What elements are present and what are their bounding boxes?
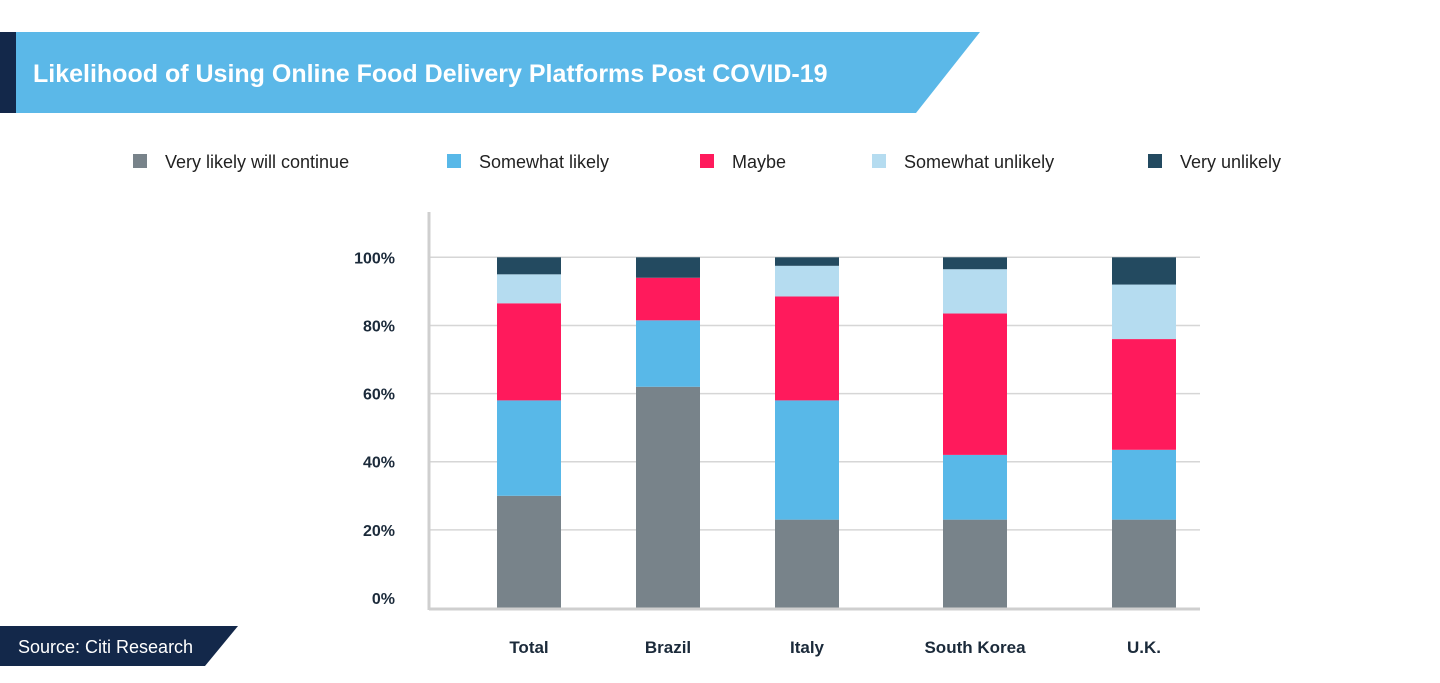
bar-segment [775, 265, 839, 297]
legend-swatch [447, 154, 461, 168]
bar-segment [497, 495, 561, 609]
legend-label: Very unlikely [1180, 152, 1281, 172]
legend-label: Somewhat unlikely [904, 152, 1054, 172]
legend-label: Very likely will continue [165, 152, 349, 172]
legend-swatch [1148, 154, 1162, 168]
bar-segment [943, 313, 1007, 455]
y-tick-label: 100% [354, 250, 395, 267]
bar-segment [636, 257, 700, 278]
bar-segment [943, 269, 1007, 314]
legend-label: Somewhat likely [479, 152, 609, 172]
bar-segment [1112, 339, 1176, 450]
bar-segment [775, 296, 839, 401]
y-tick-label: 20% [363, 523, 395, 540]
bar-segment [497, 274, 561, 304]
chart-title: Likelihood of Using Online Food Delivery… [33, 60, 828, 88]
bar-segment [1112, 284, 1176, 340]
bar-segment [943, 454, 1007, 520]
bar-segment [497, 303, 561, 401]
legend: Very likely will continue Somewhat likely… [133, 152, 1281, 172]
x-tick-label: Italy [790, 638, 825, 657]
title-banner-accent [0, 32, 16, 113]
bars [497, 257, 1176, 609]
x-tick-label: Brazil [645, 638, 691, 657]
legend-swatch [700, 154, 714, 168]
bar-segment [775, 257, 839, 266]
x-tick-label: South Korea [924, 638, 1026, 657]
bar-segment [636, 320, 700, 387]
source-note: Source: Citi Research [18, 637, 193, 657]
legend-label: Maybe [732, 152, 786, 172]
bar-segment [775, 519, 839, 609]
bar-segment [497, 400, 561, 496]
bar-segment [636, 277, 700, 321]
bar-segment [943, 519, 1007, 609]
y-tick-label: 80% [363, 318, 395, 335]
bar-segment [1112, 449, 1176, 520]
axes [427, 212, 1200, 611]
bar-segment [943, 257, 1007, 270]
bar-segment [775, 400, 839, 520]
x-tick-label: Total [509, 638, 548, 657]
bar-segment [636, 386, 700, 609]
bar-segment [1112, 257, 1176, 285]
y-tick-label: 0% [372, 591, 395, 608]
source-banner [0, 626, 238, 666]
legend-swatch [872, 154, 886, 168]
y-tick-label: 60% [363, 387, 395, 404]
y-tick-label: 40% [363, 455, 395, 472]
bar-segment [1112, 519, 1176, 609]
title-banner [16, 32, 980, 113]
x-tick-label: U.K. [1127, 638, 1161, 657]
axis-labels: 0% 20% 40% 60% 80% 100% Total Brazil Italy South … [354, 250, 1161, 657]
legend-swatch [133, 154, 147, 168]
bar-segment [497, 257, 561, 275]
